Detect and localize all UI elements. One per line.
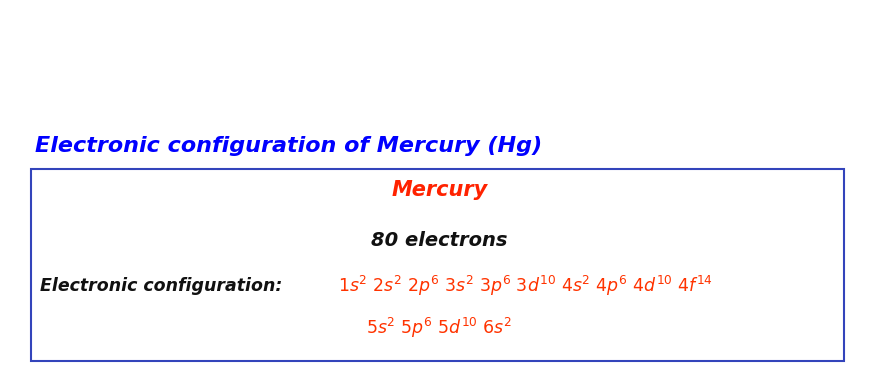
Text: Mercury: Mercury (391, 180, 487, 200)
Text: Electronic configuration of Mercury (Hg): Electronic configuration of Mercury (Hg) (35, 136, 542, 156)
FancyBboxPatch shape (31, 169, 843, 361)
Text: 80 electrons: 80 electrons (371, 230, 507, 250)
Text: $\mathit{5s^2\ 5p^6\ 5d^{10}\ 6s^2}$: $\mathit{5s^2\ 5p^6\ 5d^{10}\ 6s^2}$ (366, 316, 512, 340)
Text: $\mathit{1s^2\ 2s^2\ 2p^6\ 3s^2\ 3p^6\ 3d^{10}\ 4s^2\ 4p^6\ 4d^{10}\ 4f^{14}}$: $\mathit{1s^2\ 2s^2\ 2p^6\ 3s^2\ 3p^6\ 3… (338, 274, 713, 298)
Text: Electronic configuration:: Electronic configuration: (40, 277, 288, 295)
